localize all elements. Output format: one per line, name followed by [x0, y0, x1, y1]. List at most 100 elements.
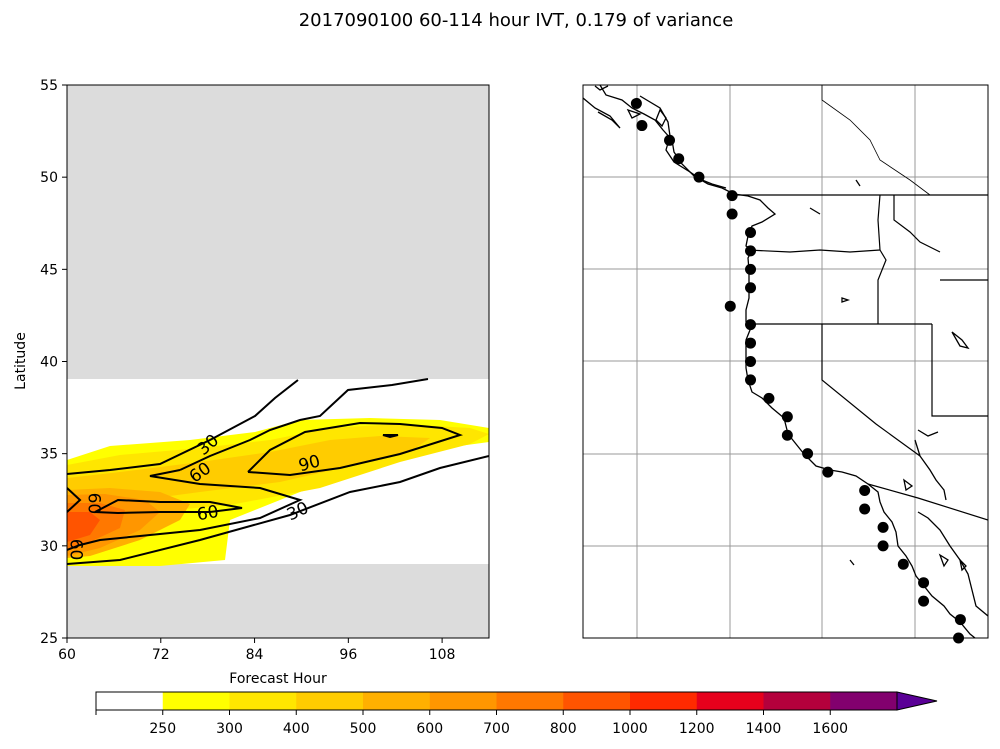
station-point	[693, 171, 705, 183]
map-border-canada-province	[821, 85, 931, 196]
y-tick-label: 50	[40, 170, 58, 186]
colorbar-segment	[496, 692, 564, 710]
contour-lines	[67, 378, 489, 565]
y-tick-label: 25	[40, 631, 58, 647]
y-tick-label: 45	[40, 262, 58, 278]
station-point	[859, 503, 871, 515]
contour-line-90	[247, 421, 464, 477]
colorbar-segment	[296, 692, 364, 710]
map-borders	[730, 85, 988, 521]
station-point	[673, 153, 685, 165]
contour-line-90-core	[382, 434, 399, 439]
colorbar-tick-label: 250	[149, 721, 176, 737]
contour-label: 60	[195, 502, 220, 525]
map-coastline-islands	[626, 108, 642, 119]
contour-line-60-upper	[179, 378, 429, 471]
colorbar-segment	[696, 692, 764, 710]
map-lake	[841, 297, 851, 303]
map-gridlines	[583, 85, 988, 638]
station-point	[745, 337, 757, 349]
map-lake	[951, 331, 970, 350]
map-coastline-islands	[655, 108, 667, 128]
x-tick-label: 84	[246, 647, 264, 663]
colorbar-tick-label: 1000	[612, 721, 648, 737]
colorbar-tick-label: 1400	[746, 721, 782, 737]
left-x-axis-label: Forecast Hour	[229, 671, 327, 687]
station-point	[918, 595, 930, 607]
map-border-montana	[893, 195, 941, 253]
station-point	[630, 97, 642, 109]
map-border-idaho	[877, 194, 887, 324]
station-point	[726, 190, 738, 202]
station-point	[763, 392, 775, 404]
x-tick-label: 108	[429, 647, 456, 663]
station-point	[802, 448, 814, 460]
station-point	[781, 429, 793, 441]
station-point	[918, 577, 930, 589]
station-point	[726, 208, 738, 220]
map-axes-frame	[582, 84, 989, 639]
station-point	[859, 485, 871, 497]
colorbar-segment	[830, 692, 898, 710]
map-station-points	[630, 97, 966, 644]
colorbar-tick-label: 600	[416, 721, 443, 737]
contour-line-60-inner	[94, 498, 243, 515]
map-coastline-gulf-california	[914, 439, 947, 501]
colorbar-tick-label: 500	[350, 721, 377, 737]
colorbar-segment	[563, 692, 631, 710]
contour-line-30-upper	[67, 379, 299, 475]
map-border-utah	[931, 324, 988, 417]
contour-line-30-lower	[67, 455, 489, 565]
map-coastline-islands	[958, 558, 967, 572]
station-point	[745, 374, 757, 386]
ivt-fill-800	[67, 512, 100, 542]
station-point	[724, 300, 736, 312]
colorbar-tick-label: 1600	[812, 721, 848, 737]
station-point	[781, 411, 793, 423]
station-point	[636, 120, 648, 132]
colorbar-segment	[229, 692, 297, 710]
y-tick-label: 55	[40, 78, 58, 94]
colorbar-segment	[162, 692, 230, 710]
station-point	[745, 245, 757, 257]
station-point	[897, 558, 909, 570]
colorbar-tick-label: 300	[216, 721, 243, 737]
contour-label: 60	[65, 539, 85, 561]
colorbar-tick-label: 1200	[679, 721, 715, 737]
station-point	[745, 356, 757, 367]
colorbar: 250 300 400 500 600 700 800 1000 1200 1400 1600	[95, 691, 938, 737]
colorbar-segment	[429, 692, 497, 710]
map-coastline-islands	[594, 85, 609, 91]
station-point	[954, 614, 966, 626]
station-point	[745, 282, 757, 294]
station-point	[745, 226, 757, 238]
figure-title: 2017090100 60-114 hour IVT, 0.179 of var…	[299, 10, 734, 31]
x-tick-label: 72	[152, 647, 170, 663]
map-coastline-islands	[583, 97, 621, 129]
y-tick-label: 40	[40, 355, 58, 371]
map-lake	[809, 207, 821, 215]
map-border-us-mexico	[867, 483, 988, 521]
map-lake	[855, 179, 861, 187]
map-lake	[917, 429, 939, 437]
y-tick-label: 30	[40, 539, 58, 555]
station-point	[822, 466, 834, 478]
left-x-ticks: 60 72 84 96 108	[58, 638, 455, 663]
colorbar-segment	[363, 692, 431, 710]
left-y-axis-label: Latitude	[13, 332, 29, 390]
x-tick-label: 96	[339, 647, 357, 663]
station-point	[664, 134, 676, 146]
map-panel	[582, 84, 989, 644]
colorbar-segment	[630, 692, 698, 710]
x-tick-label: 60	[58, 647, 76, 663]
map-coastline-islands	[938, 553, 949, 568]
contour-label: 60	[83, 493, 103, 515]
colorbar-tick-label: 800	[550, 721, 577, 737]
colorbar-tick-label: 700	[483, 721, 510, 737]
colorbar-segment	[763, 692, 831, 710]
colorbar-extend-arrow	[896, 691, 938, 711]
map-coastline-islands	[903, 478, 914, 492]
map-coastline-islands	[849, 559, 855, 566]
y-tick-label: 35	[40, 447, 58, 463]
